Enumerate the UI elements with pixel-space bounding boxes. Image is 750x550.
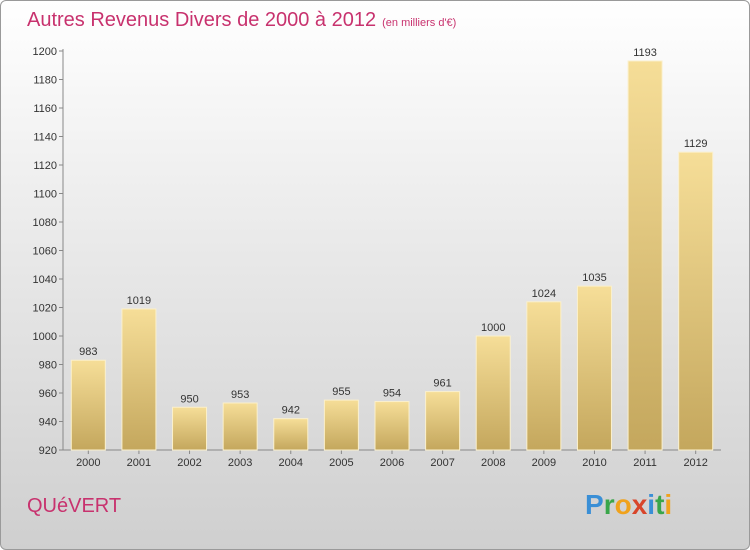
bar [273, 418, 309, 451]
y-tick-label: 1120 [33, 160, 57, 172]
bar [323, 399, 359, 451]
y-tick-label: 1200 [33, 46, 57, 58]
y-tick-label: 1100 [33, 189, 57, 201]
logo-letter: t [655, 489, 665, 520]
proxiti-logo: Proxiti [585, 489, 672, 521]
bar [121, 308, 157, 451]
x-tick-label: 2002 [177, 457, 201, 469]
bar [475, 335, 511, 451]
x-tick-label: 2009 [532, 457, 556, 469]
bar [425, 391, 461, 451]
y-tick-label: 920 [39, 445, 57, 457]
y-tick-label: 1080 [33, 217, 57, 229]
chart-title-group: Autres Revenus Divers de 2000 à 2012 (en … [27, 9, 456, 32]
x-tick-label: 2007 [430, 457, 454, 469]
x-tick-label: 2001 [127, 457, 151, 469]
place-name: QUéVERT [27, 495, 122, 517]
bar-value-label: 1193 [633, 47, 657, 59]
y-tick-label: 940 [39, 417, 57, 429]
bar-value-label: 1019 [127, 295, 151, 307]
logo-letter: P [585, 489, 604, 520]
bar [526, 301, 562, 451]
bar [374, 401, 410, 451]
bar [222, 402, 258, 451]
bar [70, 359, 106, 451]
bar-value-label: 1024 [532, 288, 556, 300]
y-tick-label: 1000 [33, 331, 57, 343]
y-tick-label: 1060 [33, 246, 57, 258]
bar [172, 406, 208, 451]
y-tick-label: 1180 [33, 75, 57, 87]
bar-value-label: 983 [79, 346, 97, 358]
y-tick-label: 1040 [33, 274, 57, 286]
bar-value-label: 942 [282, 405, 300, 417]
bars: 983 1019 950 953 942 955 954 961 1000 1024 1035 119… [70, 47, 714, 451]
chart-title: Autres Revenus Divers de 2000 à 2012 [27, 9, 377, 31]
bar [576, 285, 612, 451]
y-tick-label: 980 [39, 360, 57, 372]
logo-letter: x [631, 489, 648, 520]
y-tick-label: 1020 [33, 303, 57, 315]
x-tick-label: 2008 [481, 457, 505, 469]
bar [627, 60, 663, 451]
bar-value-label: 950 [180, 393, 198, 405]
bar-value-label: 1129 [684, 138, 708, 150]
bar-value-label: 1000 [481, 322, 505, 334]
bar-value-label: 1035 [582, 272, 606, 284]
x-tick-label: 2003 [228, 457, 252, 469]
logo-letter: r [603, 489, 615, 520]
x-tick-label: 2010 [582, 457, 606, 469]
x-tick-label: 2012 [683, 457, 707, 469]
y-tick-label: 1140 [33, 132, 57, 144]
bar-value-label: 955 [332, 386, 350, 398]
bar [678, 151, 714, 451]
y-tick-label: 960 [39, 388, 57, 400]
x-tick-label: 2011 [633, 457, 657, 469]
logo-letter: i [664, 489, 673, 520]
logo-letter: i [647, 489, 656, 520]
x-tick-label: 2006 [380, 457, 404, 469]
chart-subtitle: (en milliers d'€) [382, 17, 457, 29]
bar-value-label: 953 [231, 389, 249, 401]
bar-value-label: 954 [383, 388, 401, 400]
bar-value-label: 961 [433, 378, 451, 390]
logo-letter: o [614, 489, 632, 520]
x-tick-label: 2000 [76, 457, 100, 469]
x-tick-label: 2005 [329, 457, 353, 469]
y-tick-label: 1160 [33, 103, 57, 115]
x-tick-label: 2004 [279, 457, 303, 469]
